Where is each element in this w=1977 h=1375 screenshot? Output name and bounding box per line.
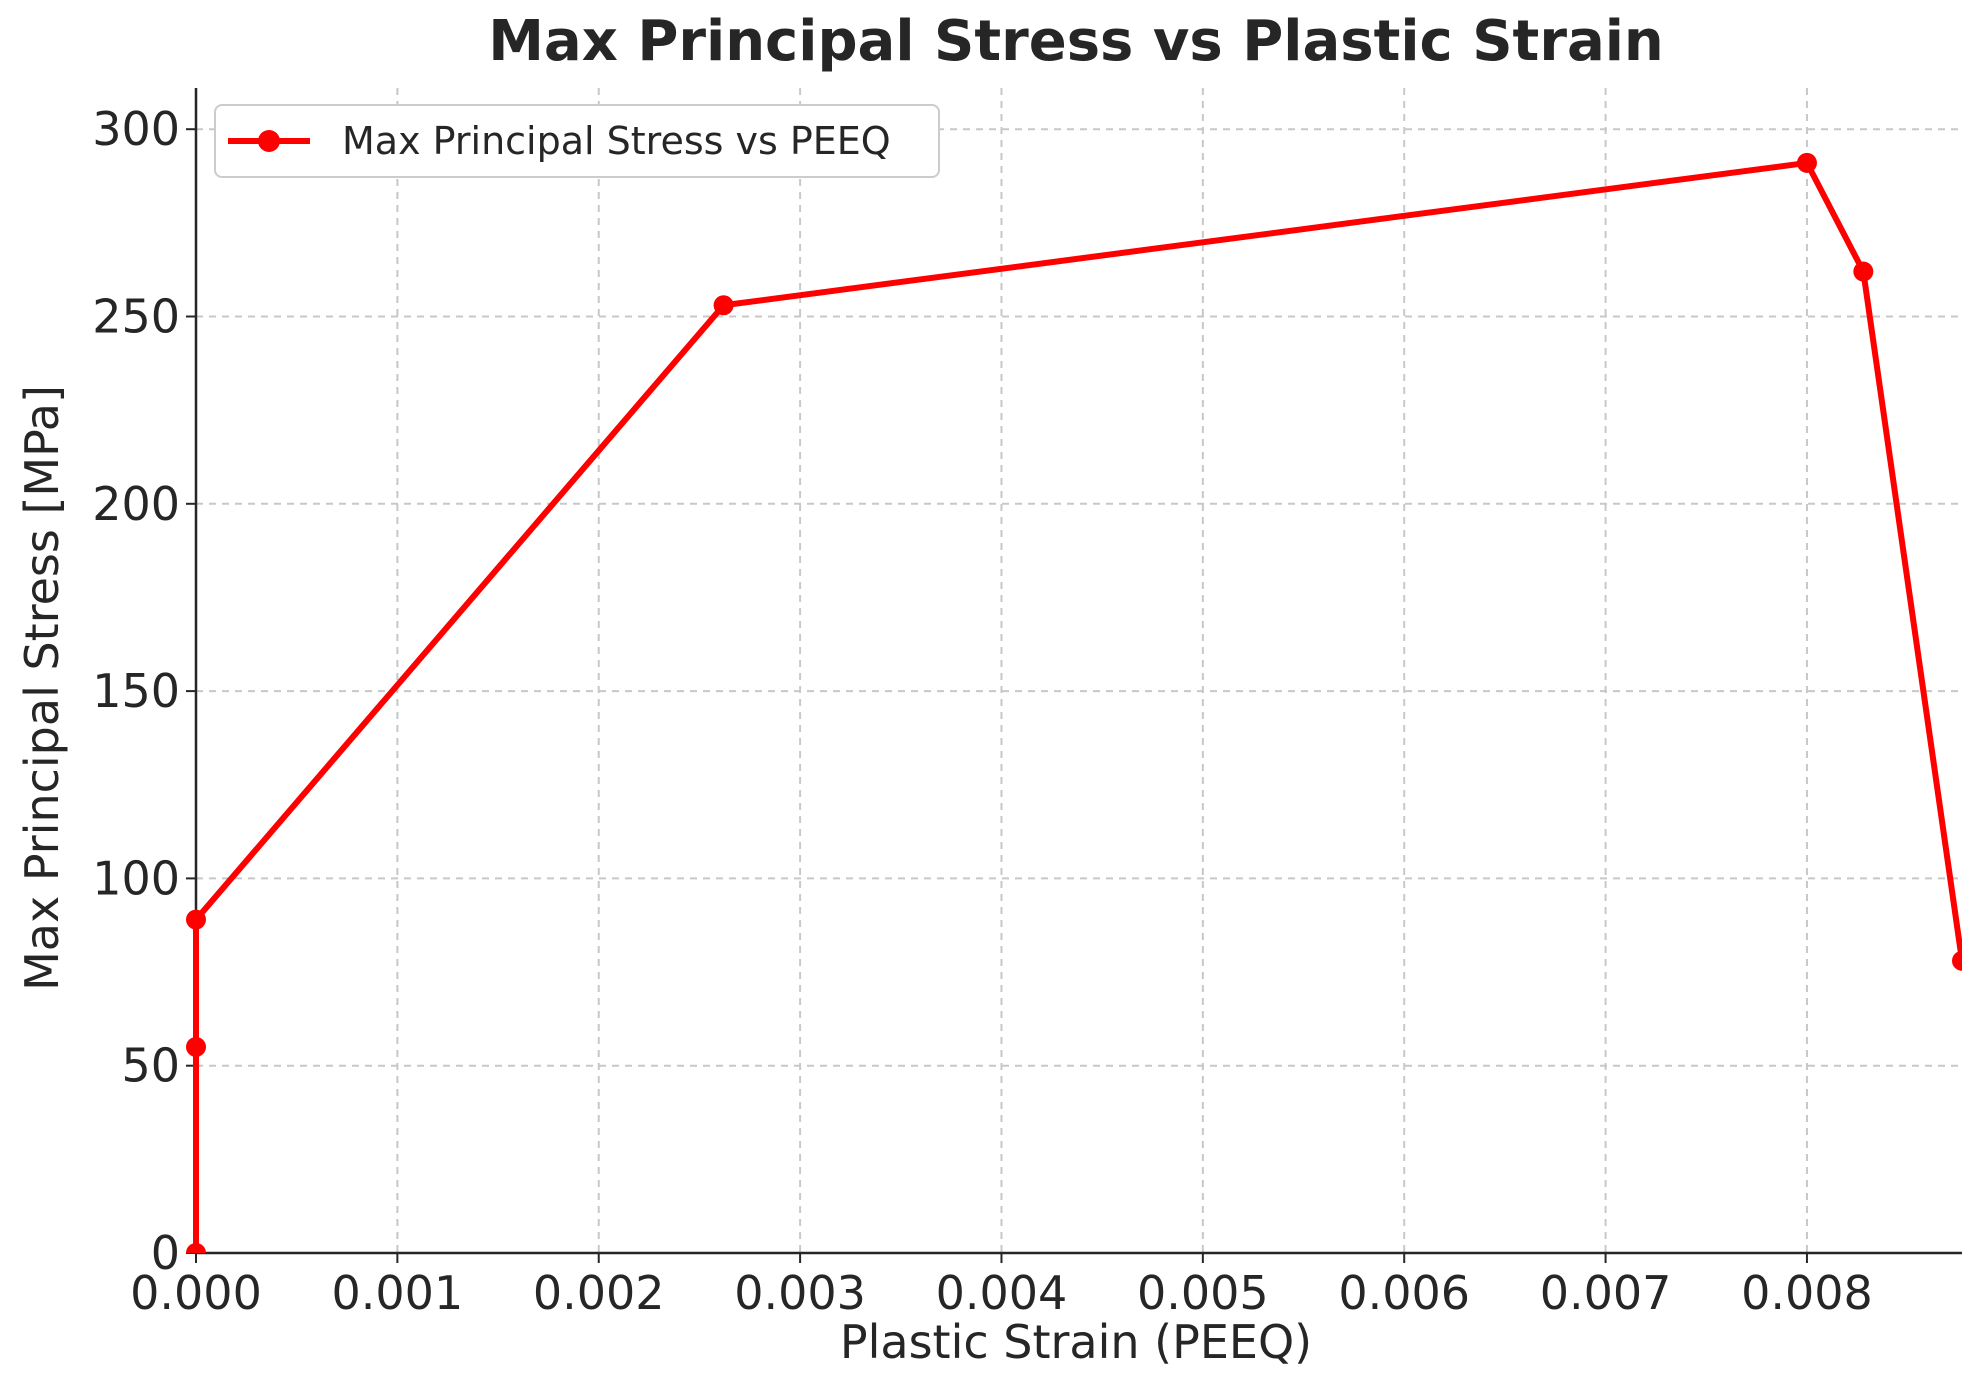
x-axis-ticks: 0.000 0.001 0.002 0.003 0.004 0.005 0.006 0.007… bbox=[130, 1253, 1873, 1320]
y-tick-label: 100 bbox=[92, 851, 180, 905]
series-layer bbox=[186, 152, 1962, 1253]
y-tick-label: 250 bbox=[92, 290, 180, 344]
x-tick-label: 0.005 bbox=[1137, 1266, 1269, 1320]
data-point bbox=[713, 295, 734, 316]
y-tick-label: 50 bbox=[121, 1039, 180, 1093]
data-point bbox=[1853, 261, 1874, 282]
x-tick-label: 0.001 bbox=[332, 1266, 464, 1320]
legend-entry-label: Max Principal Stress vs PEEQ bbox=[342, 119, 891, 163]
y-axis-ticks: 0 50 100 150 200 250 300 bbox=[92, 102, 196, 1280]
chart-title: Max Principal Stress vs Plastic Strain bbox=[488, 9, 1664, 74]
x-axis-label: Plastic Strain (PEEQ) bbox=[840, 1315, 1312, 1369]
x-tick-label: 0.006 bbox=[1338, 1266, 1470, 1320]
plot-area bbox=[186, 152, 1962, 1253]
x-tick-label: 0.008 bbox=[1741, 1266, 1873, 1320]
y-tick-label: 0 bbox=[151, 1226, 180, 1280]
data-point bbox=[1952, 950, 1962, 971]
y-tick-label: 150 bbox=[92, 664, 180, 718]
legend-frame bbox=[214, 104, 940, 178]
data-point bbox=[1796, 152, 1817, 173]
x-tick-label: 0.002 bbox=[533, 1266, 665, 1320]
data-point bbox=[186, 1036, 206, 1057]
y-tick-label: 200 bbox=[92, 477, 180, 531]
grid bbox=[196, 88, 1962, 1253]
legend: Max Principal Stress vs PEEQ bbox=[214, 104, 940, 178]
x-tick-label: 0.000 bbox=[130, 1266, 262, 1320]
x-tick-label: 0.003 bbox=[734, 1266, 866, 1320]
x-tick-label: 0.007 bbox=[1540, 1266, 1672, 1320]
y-axis-label: Max Principal Stress [MPa] bbox=[15, 385, 69, 991]
y-tick-label: 300 bbox=[92, 102, 180, 156]
legend-marker-swatch bbox=[258, 130, 280, 152]
x-tick-label: 0.004 bbox=[936, 1266, 1068, 1320]
data-point bbox=[186, 909, 206, 930]
data-point bbox=[186, 1243, 206, 1253]
